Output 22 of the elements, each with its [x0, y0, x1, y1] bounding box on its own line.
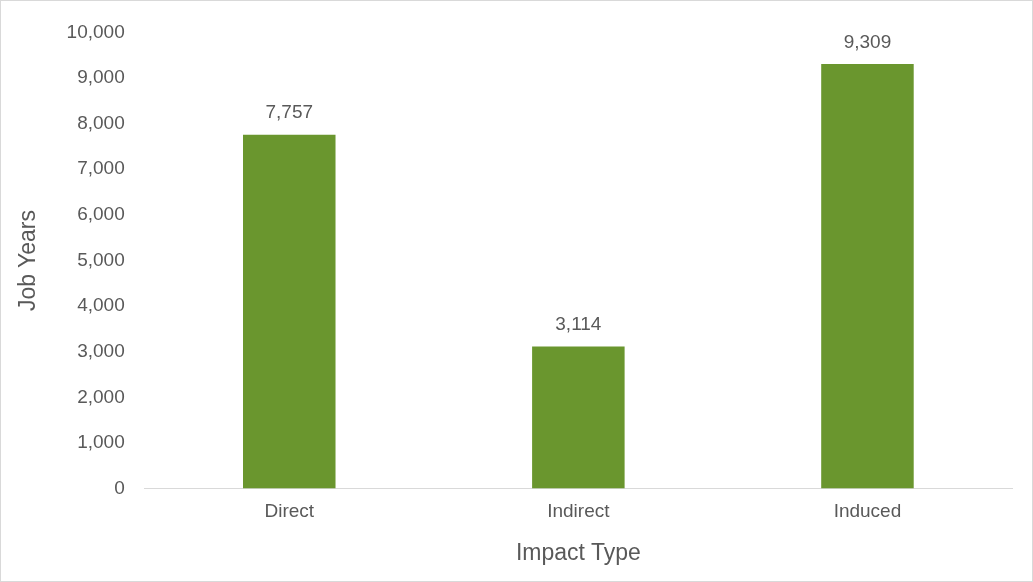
y-tick-label: 3,000: [77, 339, 125, 361]
y-tick-label: 5,000: [77, 248, 125, 270]
y-tick-label: 9,000: [77, 66, 125, 88]
bar: [243, 134, 336, 489]
y-tick-label: 8,000: [77, 111, 125, 133]
data-label: 7,757: [265, 101, 314, 123]
x-axis-title: Impact Type: [515, 538, 641, 565]
x-tick-label: Induced: [833, 500, 902, 522]
x-tick-label: Direct: [264, 500, 315, 522]
data-label: 9,309: [843, 30, 892, 52]
y-tick-label: 6,000: [77, 203, 125, 225]
y-tick-label: 1,000: [77, 431, 125, 453]
y-tick-label: 4,000: [77, 294, 125, 316]
bar: [532, 346, 625, 489]
x-tick-label: Indirect: [547, 500, 611, 522]
bar: [821, 63, 914, 489]
y-tick-label: 0: [114, 476, 125, 498]
y-tick-label: 2,000: [77, 385, 125, 407]
y-tick-label: 10,000: [66, 20, 125, 42]
data-label: 3,114: [555, 313, 602, 335]
y-tick-label: 7,000: [77, 157, 125, 179]
y-axis-title: Job Years: [14, 209, 41, 312]
